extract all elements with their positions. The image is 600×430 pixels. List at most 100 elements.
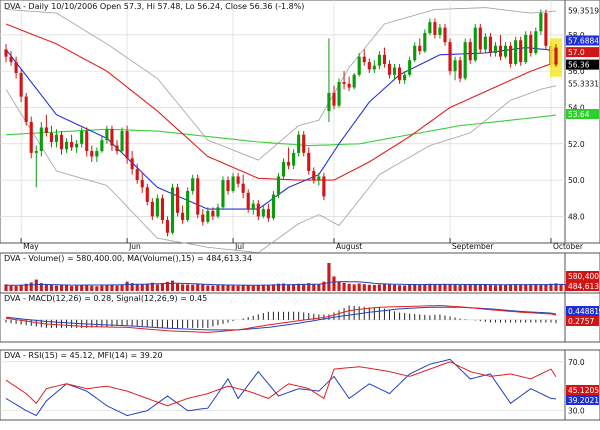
volume-bar	[302, 284, 306, 291]
volume-bar	[266, 285, 270, 291]
candle	[337, 78, 341, 108]
candle-body	[201, 214, 205, 222]
volume-bar	[352, 284, 356, 291]
volume-bar	[514, 284, 518, 291]
candle	[39, 122, 43, 157]
candle	[181, 205, 185, 224]
bollinger-upper	[5, 7, 557, 161]
candle-body	[85, 131, 89, 152]
candle-body	[186, 190, 190, 221]
candle	[135, 163, 139, 184]
volume-bar	[433, 284, 437, 291]
candle-body	[39, 127, 43, 152]
candle-body	[115, 145, 119, 152]
candle-body	[90, 151, 94, 157]
price-tick-label: 50.0	[568, 176, 585, 185]
volume-bar	[342, 282, 346, 291]
volume-bar	[403, 285, 407, 291]
candle	[145, 183, 149, 206]
candle	[281, 158, 286, 181]
candle	[428, 18, 432, 35]
candle	[503, 42, 508, 59]
candle-body	[170, 187, 175, 233]
volume-bar	[150, 282, 154, 291]
candle	[64, 138, 69, 153]
rsi-tick-label: 30.0	[568, 407, 585, 416]
volume-bar	[170, 280, 175, 291]
candle-body	[398, 67, 402, 81]
volume-bar	[39, 283, 43, 291]
candle	[433, 18, 437, 39]
volume-bar	[80, 285, 84, 291]
bollinger-lower	[5, 85, 557, 254]
candle-body	[59, 134, 64, 150]
volume-bar	[110, 284, 114, 291]
price-tag-text: 57.0	[568, 48, 585, 57]
candle-body	[332, 92, 336, 106]
candle	[165, 216, 170, 237]
macd-tags: 0.4488190.2757	[566, 306, 600, 326]
volume-bar	[29, 282, 33, 291]
candle	[382, 47, 387, 68]
candle-body	[145, 187, 149, 202]
mfi-line	[5, 358, 557, 417]
volume-bar	[408, 284, 412, 291]
candle	[206, 207, 210, 224]
candle-body	[206, 210, 210, 222]
candle-body	[458, 60, 462, 79]
candle	[544, 9, 548, 50]
candle-body	[246, 192, 250, 210]
volume-bar	[292, 284, 296, 291]
candle-body	[216, 207, 220, 217]
candle-body	[155, 198, 159, 217]
volume-bar	[90, 285, 94, 291]
candle	[19, 69, 23, 103]
volume-bar	[473, 284, 477, 291]
volume-bar	[554, 283, 558, 291]
candle-body	[221, 180, 225, 208]
volume-bar	[428, 283, 432, 291]
candlesticks	[4, 9, 558, 237]
volume-bar	[498, 284, 503, 291]
candle	[408, 56, 412, 77]
volume-bar	[463, 284, 467, 291]
candle-body	[372, 65, 376, 70]
candle	[105, 125, 109, 144]
candle-body	[362, 56, 366, 63]
volume-bar	[519, 284, 523, 291]
rsi-tag: 45.1205	[566, 385, 599, 395]
volume-bar	[413, 284, 417, 291]
candle	[170, 183, 175, 235]
candle	[514, 36, 518, 66]
candle-body	[100, 140, 104, 152]
candle-body	[514, 40, 518, 64]
volume-bar	[206, 285, 210, 291]
volume-bar	[226, 285, 230, 291]
candle-body	[271, 194, 275, 219]
candle-body	[312, 171, 316, 181]
candle-body	[70, 141, 74, 148]
candle-body	[95, 151, 99, 157]
candle-body	[347, 83, 351, 88]
candle	[372, 60, 376, 73]
signal-tag: 0.448819	[566, 306, 600, 316]
candle-body	[54, 134, 59, 142]
candle-body	[135, 169, 139, 181]
candle	[524, 31, 528, 64]
volume-bar	[181, 284, 185, 291]
date-label: August	[336, 242, 362, 251]
volume-bar	[256, 285, 260, 291]
candle	[85, 127, 89, 157]
volume-bar	[54, 285, 59, 291]
volume-bar	[332, 276, 336, 291]
volume-bar	[9, 285, 13, 291]
candle	[342, 71, 346, 90]
volume-bar	[165, 281, 170, 291]
volume-bar	[398, 285, 402, 291]
bollinger-bands	[5, 7, 557, 254]
candle	[44, 114, 48, 137]
candle-body	[49, 132, 53, 142]
candle-body	[24, 96, 28, 122]
